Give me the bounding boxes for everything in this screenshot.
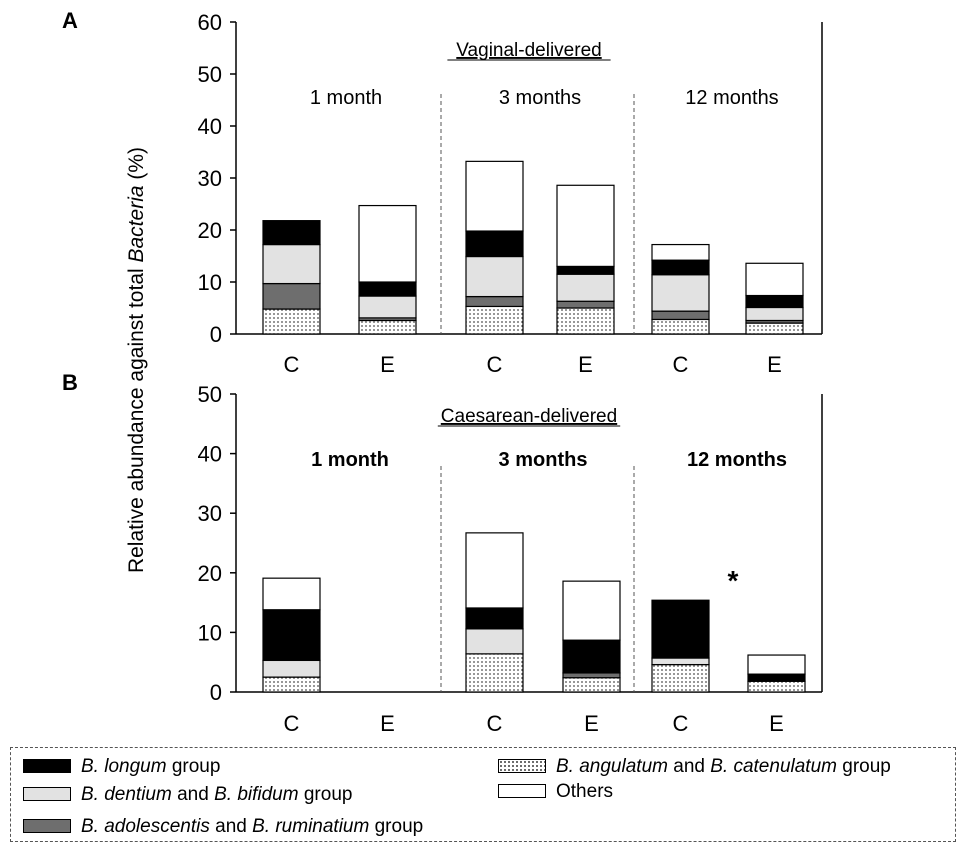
panel-a: A 0 10 20 30 40 50 60 Vaginal-delivered 1 month 3 … [62,8,823,377]
panel-title: Caesarean-delivered [441,406,617,427]
y-tick-label: 10 [198,620,222,645]
panel-b: B 0 10 20 30 40 50 Caesarean-delivered 1 month 3 … [62,370,823,736]
legend-item-angulatum-catenulatum: B. angulatum and B. catenulatum group [498,756,891,778]
bar-segment-longum [262,609,321,662]
bar-segment-longum [747,673,806,682]
y-tick-label: 60 [198,10,222,35]
bar-segment-angulatum-catenulatum [651,663,710,693]
bar-segment-dentium-bifidum [651,657,710,666]
x-tick-label: E [584,711,599,736]
x-tick-label: C [284,711,300,736]
legend-item-adolescentis-ruminatium: B. adolescentis and B. ruminatium group [23,816,423,838]
x-tick-label: E [578,352,593,377]
bar-segment-angulatum-catenulatum [465,653,524,693]
timepoint-label: 1 month [311,449,389,471]
timepoint-label: 3 months [499,87,581,109]
bar-segment-dentium-bifidum [358,295,417,319]
bar-segment-dentium-bifidum [465,255,524,298]
timepoint-label: 1 month [310,87,382,109]
bar-segment-angulatum-catenulatum [747,680,806,693]
bar-segment-others [465,160,524,232]
y-axis-title: Relative abundance against total Bacteri… [125,147,148,573]
timepoint-label: 12 months [685,87,778,109]
bar-segment-longum [745,294,804,309]
x-tick-label: C [487,352,503,377]
legend-swatch-others [498,784,546,798]
legend-swatch-longum [23,759,71,773]
bar-segment-adolescentis-ruminatium [651,310,710,321]
x-tick-label: E [380,711,395,736]
bar-segment-longum [651,259,710,276]
bar-segment-adolescentis-ruminatium [262,282,321,310]
bar-segment-others [465,532,524,609]
timepoint-label: 12 months [687,449,787,471]
bar-segment-others [358,204,417,283]
bar-segment-others [556,184,615,268]
y-tick-label: 20 [198,561,222,586]
bar-segment-angulatum-catenulatum [262,308,321,335]
bar-segment-dentium-bifidum [262,659,321,678]
x-tick-label: C [284,352,300,377]
legend: B. longum group B. dentium and B. bifidu… [10,747,956,842]
bar-segment-dentium-bifidum [745,306,804,322]
x-tick-label: E [769,711,784,736]
y-tick-label: 50 [198,62,222,87]
panel-title: Vaginal-delivered [456,40,601,61]
y-tick-label: 0 [210,322,222,347]
panel-label: A [62,8,78,33]
panel-label: B [62,370,78,395]
bar-segment-angulatum-catenulatum [562,677,621,693]
y-tick-label: 30 [198,501,222,526]
legend-item-others: Others [498,781,613,803]
bar-segment-longum [358,281,417,297]
legend-item-dentium-bifidum: B. dentium and B. bifidum group [23,784,352,806]
y-tick-label: 30 [198,166,222,191]
bar-segment-angulatum-catenulatum [465,305,524,335]
bar-segment-longum [262,220,321,246]
bar-segment-angulatum-catenulatum [556,307,615,335]
x-tick-label: C [673,711,689,736]
bar-segment-longum [651,599,710,659]
y-tick-label: 0 [210,680,222,705]
bar-segment-others [745,262,804,297]
bar-segment-others [747,654,806,675]
bar-segment-angulatum-catenulatum [262,676,321,693]
bar-segment-angulatum-catenulatum [745,322,804,335]
legend-swatch-adolescentis-ruminatium [23,819,71,833]
bar-segment-longum [556,265,615,275]
bar-segment-dentium-bifidum [465,628,524,655]
bar-segment-longum [465,607,524,630]
y-tick-label: 40 [198,442,222,467]
y-tick-label: 20 [198,218,222,243]
legend-swatch-angulatum-catenulatum [498,759,546,773]
legend-item-longum: B. longum group [23,756,220,778]
y-tick-label: 40 [198,114,222,139]
y-tick-label: 10 [198,270,222,295]
bar-segment-others [562,580,621,641]
x-tick-label: E [767,352,782,377]
significance-marker: * [728,565,739,596]
x-tick-label: C [487,711,503,736]
x-tick-label: C [673,352,689,377]
bar-segment-dentium-bifidum [262,243,321,285]
x-tick-label: E [380,352,395,377]
y-tick-label: 50 [198,382,222,407]
bar-segment-angulatum-catenulatum [358,319,417,335]
bar-segment-adolescentis-ruminatium [556,300,615,309]
bar-segment-dentium-bifidum [556,273,615,302]
timepoint-label: 3 months [499,449,588,471]
bar-segment-longum [562,639,621,674]
bar-segment-dentium-bifidum [651,274,710,312]
bar-segment-others [262,577,321,611]
bar-segment-adolescentis-ruminatium [465,295,524,308]
legend-swatch-dentium-bifidum [23,787,71,801]
bar-segment-adolescentis-ruminatium [562,672,621,679]
bar-segment-others [651,243,710,261]
bar-segment-longum [465,230,524,258]
bar-segment-angulatum-catenulatum [651,318,710,335]
